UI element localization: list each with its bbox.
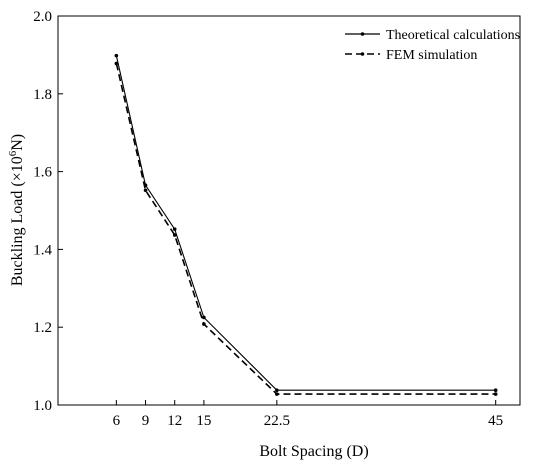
series-0-point xyxy=(275,388,279,393)
series-1-point xyxy=(493,392,498,396)
series-line-0 xyxy=(115,55,496,391)
x-tick-label: 12 xyxy=(167,413,182,429)
y-tick-label: 1.8 xyxy=(33,87,52,103)
y-tick-label: 1.0 xyxy=(33,398,52,414)
legend-marker-fem xyxy=(360,52,365,56)
series-0-point xyxy=(172,227,177,231)
series-1-point xyxy=(275,392,279,396)
y-tick-label: 1.6 xyxy=(33,165,52,181)
x-tick-label: 15 xyxy=(196,413,211,429)
y-tick-label: 1.4 xyxy=(33,242,52,258)
series-1-point xyxy=(172,233,177,237)
y-tick-label: 2.0 xyxy=(33,9,52,25)
series-1-point xyxy=(202,322,206,326)
x-tick-label: 6 xyxy=(113,413,121,429)
series-0-point xyxy=(493,388,498,393)
legend-marker-theoretical xyxy=(360,32,365,36)
x-axis-label: Bolt Spacing (D) xyxy=(259,443,368,460)
series-1-point xyxy=(114,61,119,66)
series-0-point xyxy=(202,315,206,320)
plot-border xyxy=(57,15,521,406)
plot-area xyxy=(57,15,521,406)
legend-label-theoretical: Theoretical calculations xyxy=(386,28,520,43)
y-axis: 1.0 1.2 1.4 1.6 1.8 2.0 xyxy=(33,9,63,414)
series-layer xyxy=(114,53,498,396)
series-0-point xyxy=(114,53,119,58)
x-axis: 6 9 12 15 22.5 45 xyxy=(113,400,503,429)
x-tick-label: 9 xyxy=(142,413,150,429)
x-tick-label: 22.5 xyxy=(264,413,290,429)
legend-label-fem: FEM simulation xyxy=(386,48,477,63)
legend: Theoretical calculations FEM simulation xyxy=(345,28,520,63)
y-axis-label: Buckling Load (×106N) xyxy=(7,134,26,286)
x-tick-label: 45 xyxy=(488,413,503,429)
y-tick-label: 1.2 xyxy=(33,320,52,336)
series-1-point xyxy=(143,188,148,193)
